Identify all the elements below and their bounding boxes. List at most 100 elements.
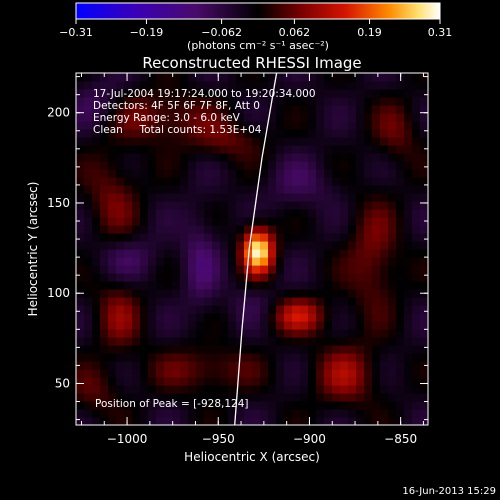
heatmap-cell	[236, 73, 245, 82]
heatmap-cell	[364, 241, 373, 250]
heatmap-cell	[404, 345, 413, 354]
heatmap-cell	[388, 305, 397, 314]
heatmap-cell	[204, 297, 213, 306]
heatmap-cell	[252, 233, 261, 242]
heatmap-cell	[268, 169, 277, 178]
heatmap-cell	[212, 113, 221, 122]
heatmap-cell	[332, 233, 341, 242]
heatmap-cell	[212, 297, 221, 306]
heatmap-cell	[380, 121, 389, 130]
heatmap-cell	[148, 73, 157, 82]
heatmap-cell	[284, 185, 293, 194]
heatmap-cell	[332, 81, 341, 90]
heatmap-cell	[316, 249, 325, 258]
heatmap-cell	[156, 273, 165, 282]
heatmap-cell	[308, 305, 317, 314]
heatmap-cell	[340, 265, 349, 274]
heatmap-cell	[188, 265, 197, 274]
heatmap-cell	[268, 329, 277, 338]
heatmap-cell	[172, 113, 181, 122]
heatmap-cell	[148, 105, 157, 114]
heatmap-cell	[236, 177, 245, 186]
y-tick-label: 150	[47, 196, 70, 210]
heatmap-cell	[388, 105, 397, 114]
heatmap-cell	[204, 145, 213, 154]
heatmap-cell	[172, 329, 181, 338]
heatmap-cell	[348, 73, 357, 82]
heatmap-cell	[100, 385, 109, 394]
heatmap-cell	[108, 97, 117, 106]
heatmap-cell	[332, 257, 341, 266]
heatmap-cell	[356, 289, 365, 298]
heatmap-cell	[252, 201, 261, 210]
heatmap-cell	[356, 201, 365, 210]
heatmap-cell	[196, 81, 205, 90]
heatmap-cell	[276, 145, 285, 154]
heatmap-cell	[308, 257, 317, 266]
heatmap-cell	[220, 393, 229, 402]
heatmap-cell	[164, 201, 173, 210]
heatmap-cell	[284, 225, 293, 234]
heatmap-cell	[284, 281, 293, 290]
heatmap-cell	[236, 193, 245, 202]
heatmap-cell	[348, 129, 357, 138]
heatmap-cell	[116, 209, 125, 218]
heatmap-cell	[108, 241, 117, 250]
heatmap-cell	[292, 113, 301, 122]
heatmap-cell	[324, 233, 333, 242]
heatmap-cell	[292, 241, 301, 250]
heatmap-cell	[132, 361, 141, 370]
heatmap-cell	[340, 177, 349, 186]
heatmap-cell	[332, 201, 341, 210]
heatmap-cell	[196, 137, 205, 146]
heatmap-cell	[212, 81, 221, 90]
heatmap-cell	[324, 185, 333, 194]
heatmap-cell	[188, 345, 197, 354]
heatmap-cell	[292, 81, 301, 90]
heatmap-cell	[372, 377, 381, 386]
heatmap-cell	[284, 113, 293, 122]
heatmap-cell	[92, 273, 101, 282]
heatmap-cell	[364, 113, 373, 122]
heatmap-cell	[316, 209, 325, 218]
heatmap-cell	[252, 153, 261, 162]
heatmap-cell	[308, 409, 317, 418]
heatmap-cell	[388, 113, 397, 122]
heatmap-cell	[284, 89, 293, 98]
heatmap-cell	[156, 105, 165, 114]
heatmap-cell	[92, 145, 101, 154]
heatmap-cell	[156, 225, 165, 234]
heatmap-cell	[420, 169, 428, 178]
heatmap-cell	[124, 161, 133, 170]
heatmap-cell	[92, 193, 101, 202]
heatmap-cell	[364, 393, 373, 402]
heatmap-cell	[220, 321, 229, 330]
heatmap-cell	[300, 353, 309, 362]
heatmap-cell	[100, 217, 109, 226]
heatmap-cell	[268, 393, 277, 402]
heatmap-cell	[116, 409, 125, 418]
heatmap-cell	[308, 385, 317, 394]
heatmap-cell	[268, 257, 277, 266]
heatmap-cell	[124, 129, 133, 138]
heatmap-cell	[204, 137, 213, 146]
heatmap-cell	[204, 89, 213, 98]
heatmap-cell	[380, 313, 389, 322]
heatmap-cell	[260, 201, 269, 210]
heatmap-cell	[124, 281, 133, 290]
heatmap-cell	[348, 345, 357, 354]
heatmap-cell	[300, 241, 309, 250]
heatmap-cell	[180, 297, 189, 306]
heatmap-cell	[300, 97, 309, 106]
heatmap-cell	[132, 209, 141, 218]
heatmap-cell	[236, 257, 245, 266]
heatmap-cell	[260, 161, 269, 170]
heatmap-cell	[140, 417, 149, 425]
heatmap-cell	[124, 217, 133, 226]
heatmap-cell	[116, 369, 125, 378]
heatmap-cell	[300, 417, 309, 425]
heatmap-cell	[276, 153, 285, 162]
heatmap-cell	[76, 321, 85, 330]
heatmap-cell	[260, 345, 269, 354]
heatmap-cell	[308, 89, 317, 98]
